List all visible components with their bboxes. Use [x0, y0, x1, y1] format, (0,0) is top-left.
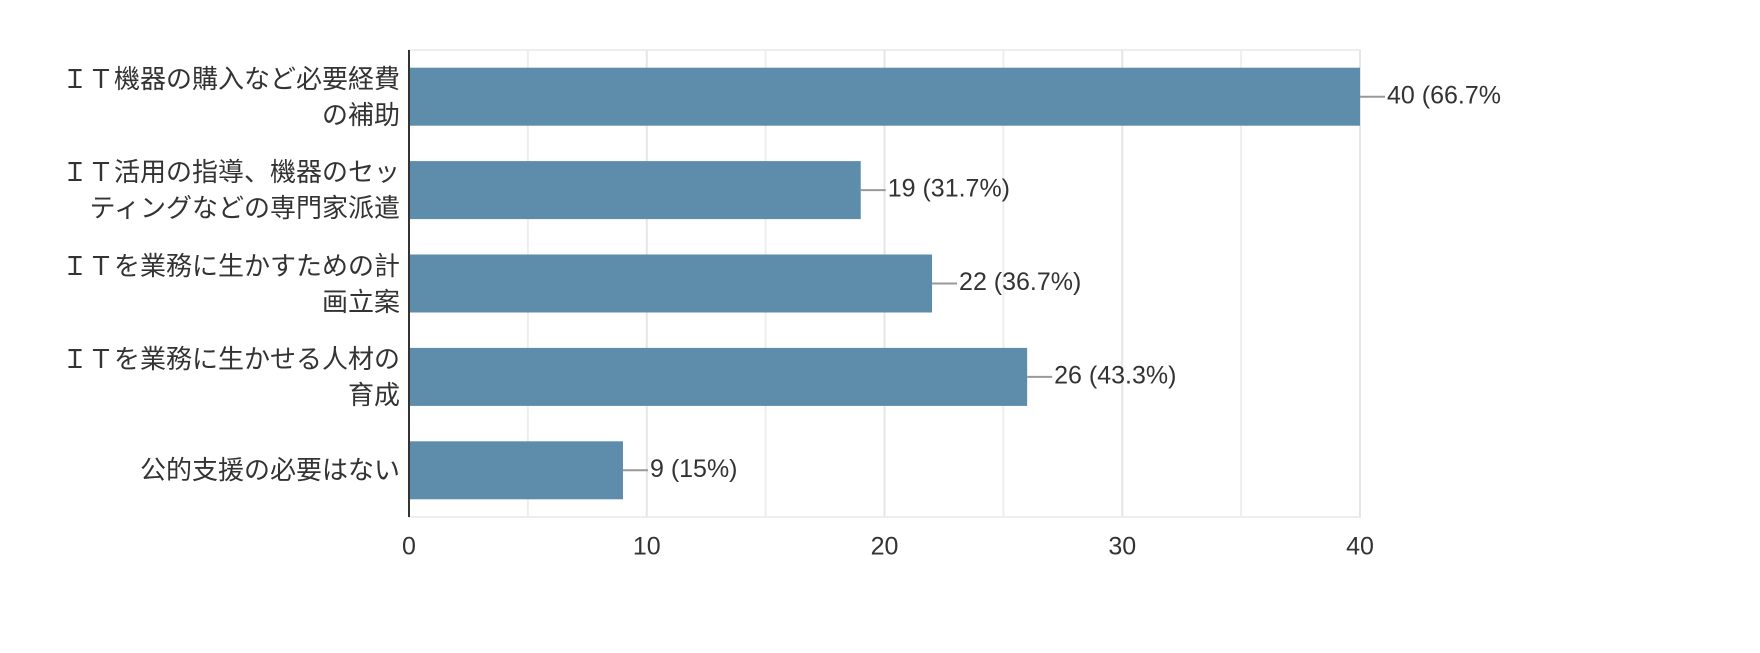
y-tick-label: ＩＴ機器の購入など必要経費の補助	[61, 63, 400, 130]
x-tick-label: 20	[871, 533, 899, 561]
value-label: 40 (66.7%	[1387, 81, 1501, 109]
x-tick-label: 0	[402, 533, 416, 561]
value-label: 22 (36.7%)	[959, 268, 1081, 296]
bar	[409, 441, 623, 500]
value-label: 9 (15%)	[650, 455, 738, 483]
y-tick-label: 公的支援の必要はない	[139, 455, 400, 486]
value-label: 26 (43.3%)	[1054, 362, 1176, 390]
x-tick-label: 10	[633, 533, 661, 561]
y-tick-label: ＩＴ活用の指導、機器のセッティングなどの専門家派遣	[61, 157, 400, 224]
bar	[409, 254, 933, 313]
value-label: 19 (31.7%)	[888, 175, 1010, 203]
bar	[409, 161, 861, 220]
bar	[409, 67, 1360, 126]
y-tick-label: ＩＴを業務に生かせる人材の育成	[61, 343, 400, 410]
x-tick-label: 30	[1108, 533, 1136, 561]
bar	[409, 347, 1028, 406]
y-tick-label: ＩＴを業務に生かすための計画立案	[61, 250, 400, 317]
x-tick-label: 40	[1346, 533, 1374, 561]
